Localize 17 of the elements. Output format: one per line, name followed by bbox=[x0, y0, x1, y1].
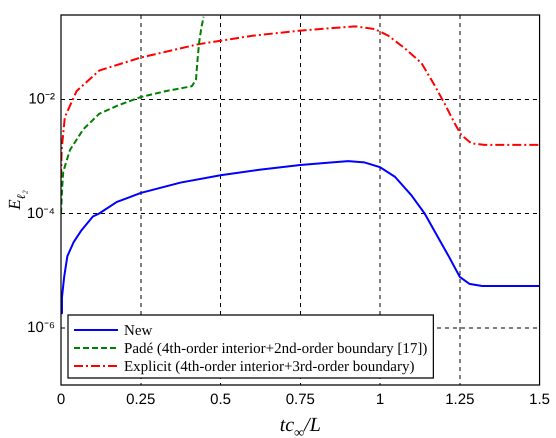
x-tick-label: 1.25 bbox=[445, 391, 474, 408]
y-axis-title: Eℓ₂ bbox=[5, 190, 28, 211]
legend-label: New bbox=[124, 322, 152, 339]
legend-label: Padé (4th-order interior+2nd-order boundary [17]) bbox=[124, 340, 428, 357]
x-tick-label: 1 bbox=[376, 391, 384, 408]
x-tick-label: 0 bbox=[56, 391, 66, 408]
legend-label: Explicit (4th-order interior+3rd-order boundary) bbox=[124, 358, 414, 375]
x-axis-title: tc∞/L bbox=[280, 414, 321, 438]
x-tick-label: 0.25 bbox=[126, 391, 156, 408]
x-tick-label: 0.75 bbox=[286, 391, 315, 408]
y-tick-label: 10⁻² bbox=[28, 90, 55, 108]
x-tick-label: 0.5 bbox=[210, 391, 231, 408]
y-tick-label: 10⁻⁶ bbox=[27, 319, 55, 336]
line-series bbox=[61, 16, 205, 215]
x-tick-label: 1.5 bbox=[529, 391, 550, 408]
line-series bbox=[61, 25, 540, 180]
y-tick-label: 10⁻⁴ bbox=[26, 204, 55, 222]
